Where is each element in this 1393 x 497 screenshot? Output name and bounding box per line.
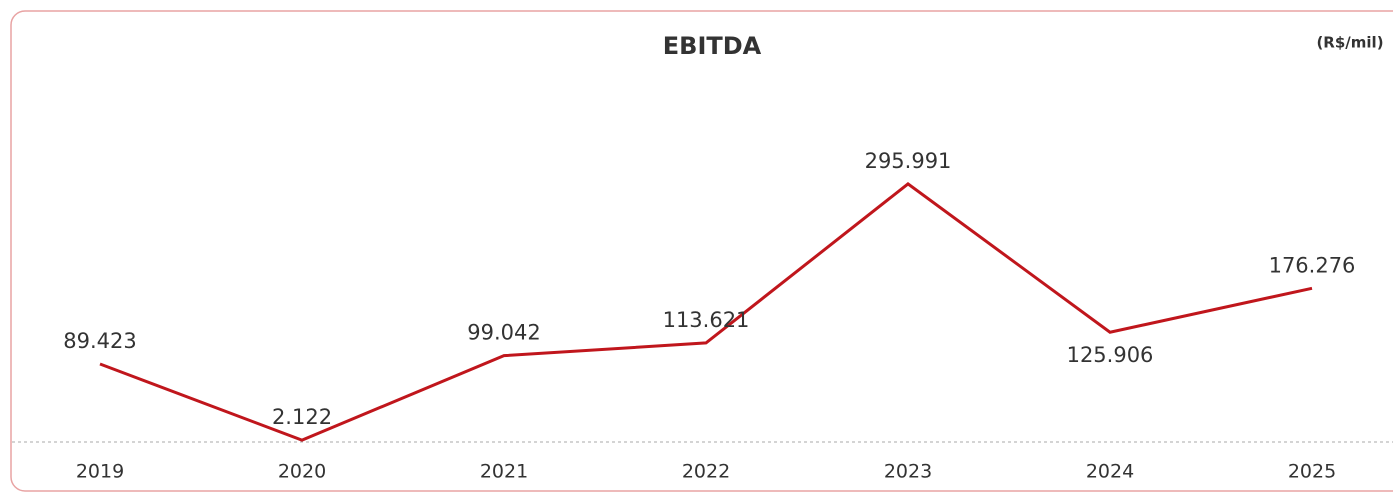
- data-label: 2.122: [272, 405, 332, 429]
- x-tick-label: 2025: [1288, 461, 1336, 483]
- x-tick-label: 2024: [1086, 461, 1134, 483]
- data-label: 113.621: [663, 308, 750, 332]
- x-tick-label: 2020: [278, 461, 326, 483]
- data-label: 295.991: [865, 149, 952, 173]
- frame: [10, 10, 1393, 492]
- unit-label: (R$/mil): [1316, 34, 1383, 52]
- data-label: 176.276: [1269, 253, 1356, 277]
- x-tick-label: 2021: [480, 461, 528, 483]
- data-label: 125.906: [1067, 343, 1154, 367]
- x-tick-label: 2022: [682, 461, 730, 483]
- x-tick-label: 2023: [884, 461, 932, 483]
- data-label: 89.423: [63, 329, 136, 353]
- x-tick-label: 2019: [76, 461, 124, 483]
- chart-title: EBITDA: [663, 32, 762, 60]
- line: [99, 182, 1313, 442]
- data-label: 99.042: [467, 321, 540, 345]
